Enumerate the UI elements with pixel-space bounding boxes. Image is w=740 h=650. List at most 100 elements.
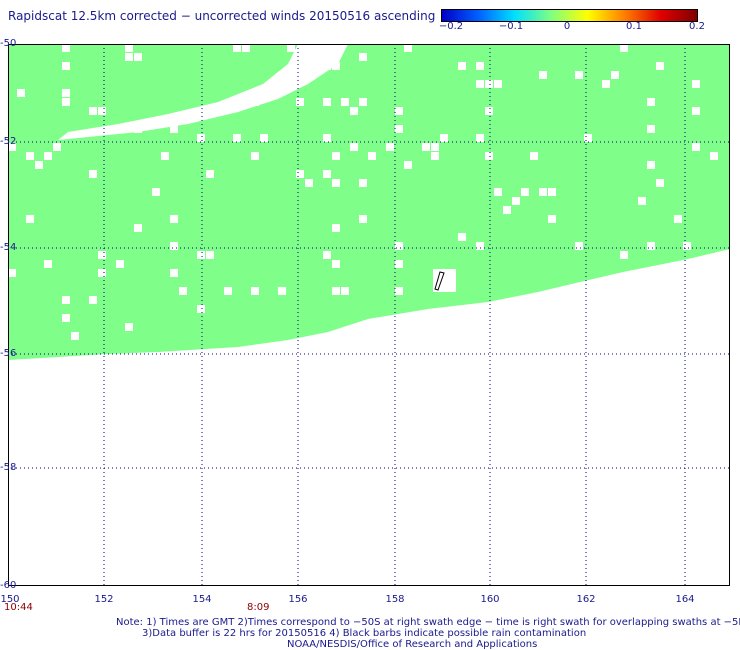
missing-cell bbox=[44, 152, 52, 160]
missing-cell bbox=[494, 80, 502, 88]
missing-cell bbox=[170, 215, 178, 223]
missing-cell bbox=[548, 188, 556, 196]
missing-cell bbox=[476, 134, 484, 142]
missing-cell bbox=[62, 314, 70, 322]
lon-label: 152 bbox=[94, 594, 114, 605]
swath-time-label: 8:09 bbox=[247, 602, 270, 613]
colorbar-tick: −0.2 bbox=[438, 21, 464, 32]
missing-cell bbox=[17, 89, 25, 97]
missing-cell bbox=[395, 260, 403, 268]
missing-cell bbox=[332, 62, 340, 70]
lon-label: 156 bbox=[288, 594, 308, 605]
missing-cell bbox=[692, 143, 700, 151]
colorbar-tick: −0.1 bbox=[498, 21, 524, 32]
missing-cell bbox=[575, 242, 583, 250]
missing-cell bbox=[476, 80, 484, 88]
missing-cell bbox=[503, 206, 511, 214]
missing-cell bbox=[611, 71, 619, 79]
missing-cell bbox=[359, 215, 367, 223]
missing-cell bbox=[197, 251, 205, 259]
missing-cell bbox=[161, 152, 169, 160]
missing-cell bbox=[8, 269, 16, 277]
lon-label: 154 bbox=[192, 594, 212, 605]
missing-cell bbox=[62, 296, 70, 304]
missing-cell bbox=[125, 44, 133, 52]
missing-cell bbox=[521, 188, 529, 196]
colorbar-tick: 0.1 bbox=[626, 21, 642, 32]
missing-cell bbox=[548, 215, 556, 223]
missing-cell bbox=[332, 224, 340, 232]
missing-cell bbox=[170, 125, 178, 133]
missing-cell bbox=[485, 152, 493, 160]
wind-difference-map bbox=[8, 44, 730, 586]
gap-layer bbox=[8, 44, 718, 340]
missing-cell bbox=[602, 80, 610, 88]
missing-cell bbox=[485, 107, 493, 115]
missing-cell bbox=[656, 179, 664, 187]
missing-cell bbox=[395, 287, 403, 295]
missing-cell bbox=[476, 242, 484, 250]
missing-cell bbox=[539, 71, 547, 79]
missing-cell bbox=[260, 134, 268, 142]
missing-cell bbox=[341, 287, 349, 295]
lat-label: -56 bbox=[0, 348, 17, 359]
missing-cell bbox=[206, 251, 214, 259]
lat-label: -58 bbox=[0, 462, 17, 473]
missing-cell bbox=[98, 251, 106, 259]
note-line-3: NOAA/NESDIS/Office of Research and Appli… bbox=[287, 639, 538, 650]
missing-cell bbox=[647, 242, 655, 250]
missing-cell bbox=[683, 242, 691, 250]
missing-cell bbox=[332, 152, 340, 160]
map-border bbox=[8, 44, 730, 586]
lat-label: -60 bbox=[0, 580, 17, 591]
note-line-1: Note: 1) Times are GMT 2)Times correspon… bbox=[116, 617, 740, 628]
missing-cell bbox=[206, 170, 214, 178]
missing-cell bbox=[296, 98, 304, 106]
missing-cell bbox=[431, 143, 439, 151]
lon-label: 164 bbox=[675, 594, 695, 605]
swath-layer bbox=[8, 44, 730, 360]
missing-cell bbox=[323, 251, 331, 259]
missing-cell bbox=[98, 107, 106, 115]
missing-cell bbox=[485, 80, 493, 88]
missing-cell bbox=[35, 161, 43, 169]
note-line-2: 3)Data buffer is 22 hrs for 20150516 4) … bbox=[142, 628, 587, 639]
lon-label: 150 bbox=[0, 594, 20, 605]
missing-cell bbox=[431, 152, 439, 160]
missing-cell bbox=[575, 71, 583, 79]
missing-cell bbox=[62, 98, 70, 106]
gridlines bbox=[8, 44, 730, 586]
missing-cell bbox=[692, 80, 700, 88]
missing-cell bbox=[395, 107, 403, 115]
missing-cell bbox=[197, 107, 205, 115]
missing-cell bbox=[341, 98, 349, 106]
missing-cell bbox=[44, 260, 52, 268]
missing-cell bbox=[62, 44, 70, 52]
missing-cell bbox=[242, 44, 250, 52]
missing-cell bbox=[26, 215, 34, 223]
missing-cell bbox=[350, 143, 358, 151]
missing-cell bbox=[404, 44, 412, 52]
missing-cell bbox=[89, 296, 97, 304]
missing-cell bbox=[26, 152, 34, 160]
missing-cell bbox=[512, 197, 520, 205]
missing-cell bbox=[458, 233, 466, 241]
missing-cell bbox=[359, 98, 367, 106]
missing-cell bbox=[476, 62, 484, 70]
missing-cell bbox=[584, 134, 592, 142]
rain-contamination-barb bbox=[434, 271, 445, 291]
missing-cell bbox=[323, 62, 331, 70]
map-title: Rapidscat 12.5km corrected − uncorrected… bbox=[8, 9, 436, 23]
missing-cell bbox=[386, 143, 394, 151]
colorbar-tick: 0.2 bbox=[689, 21, 705, 32]
missing-cell bbox=[296, 71, 304, 79]
missing-cell bbox=[305, 179, 313, 187]
missing-cell bbox=[251, 287, 259, 295]
missing-cell bbox=[197, 134, 205, 142]
colorbar bbox=[441, 9, 698, 22]
missing-cell bbox=[134, 224, 142, 232]
missing-cell bbox=[233, 134, 241, 142]
missing-cell bbox=[152, 188, 160, 196]
missing-cell bbox=[638, 197, 646, 205]
lat-label: -50 bbox=[0, 38, 17, 49]
